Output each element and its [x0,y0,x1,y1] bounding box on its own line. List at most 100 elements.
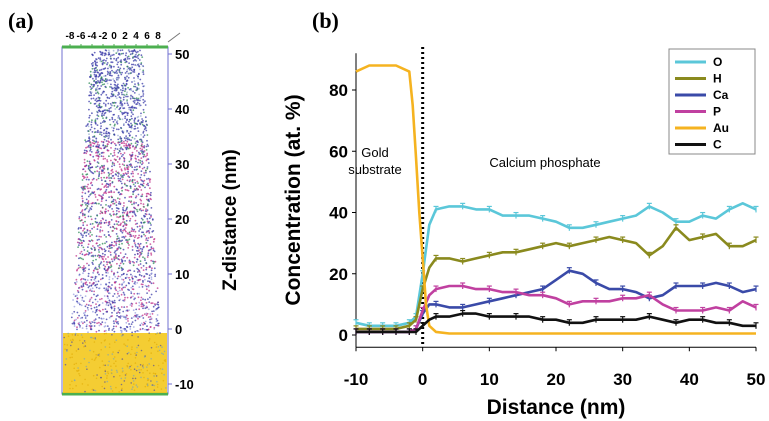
atom-dot [89,223,92,226]
atom-dot [115,240,118,243]
atom-dot [85,140,87,143]
atom-dot [116,63,119,66]
atom-dot [103,248,106,251]
atom-dot [79,339,81,342]
atom-dot [96,239,99,241]
atom-dot [131,331,134,334]
atom-dot [95,280,97,283]
atom-dot [108,136,111,139]
atom-dot [91,287,94,290]
atom-dot [129,325,132,328]
atom-dot [130,382,132,384]
atom-dot [116,314,118,317]
atom-dot [141,303,144,306]
atom-dot [95,151,98,154]
atom-dot [143,313,146,315]
atom-dot [152,310,155,312]
atom-dot [127,351,130,354]
atom-dot [85,178,88,181]
atom-dot [99,230,101,233]
atom-dot [93,79,96,82]
atom-dot [107,267,109,270]
atom-dot [81,336,84,339]
atom-dot [126,179,129,182]
atom-dot [90,121,93,123]
atom-dot [98,254,101,257]
atom-dot [133,201,136,204]
atom-dot [135,188,138,190]
atom-dot [149,194,152,197]
atom-dot [156,314,159,316]
atom-dot [119,262,122,265]
atom-dot [138,270,141,272]
atom-dot [131,288,134,290]
atom-dot [86,262,88,265]
atom-dot [134,99,136,102]
atom-dot [107,372,110,375]
atom-dot [112,320,115,322]
atom-dot [157,350,159,353]
atom-dot [141,160,144,163]
atom-dot [74,295,77,297]
atom-dot [133,80,136,83]
atom-dot [115,386,117,389]
atom-dot [135,195,138,198]
atom-dot [150,247,153,250]
atom-dot [128,62,131,64]
atom-dot [99,278,102,281]
atom-dot [89,166,92,169]
atom-dot [119,97,122,99]
atom-dot [88,164,90,167]
atom-dot [108,66,111,68]
legend-entry-c: C [713,138,722,152]
atom-dot [117,180,120,182]
atom-dot [135,302,138,305]
x-tick-label: -10 [344,370,369,389]
atom-dot [162,353,165,356]
atom-dot [107,304,110,307]
atom-dot [99,133,101,136]
atom-dot [111,69,113,72]
z-tick-label: 30 [175,157,189,172]
atom-dot [104,253,106,256]
atom-dot [116,171,119,174]
atom-dot [80,186,83,189]
atom-dot [102,264,105,266]
atom-dot [112,49,115,52]
atom-dot [133,77,135,79]
atom-dot [98,104,100,106]
atom-dot [115,242,118,245]
atom-dot [149,248,152,251]
atom-dot [132,97,135,100]
atom-dot [159,332,161,334]
atom-dot [108,278,111,281]
atom-dot [90,321,93,323]
atom-dot [105,271,108,274]
atom-dot [113,185,116,188]
atom-dot [96,374,98,376]
atom-dot [91,301,94,304]
atom-dot [128,367,131,369]
atom-dot [107,250,110,253]
atom-dot [126,345,128,348]
atom-dot [88,160,91,163]
atom-dot [101,248,104,251]
atom-dot [138,230,141,232]
atom-dot [77,334,79,337]
atom-dot [109,254,112,256]
atom-dot [130,159,132,161]
atom-dot [83,269,86,272]
atom-dot [119,298,122,301]
atom-dot [140,62,143,64]
atom-dot [85,164,88,167]
atom-dot [95,81,97,84]
atom-dot [93,135,96,138]
atom-dot [128,289,131,291]
atom-dot [147,222,150,224]
atom-dot [113,272,115,275]
atom-dot [116,223,118,226]
atom-dot [97,150,100,153]
atom-dot [139,254,141,257]
atom-dot [118,312,121,314]
atom-dot [106,143,109,146]
